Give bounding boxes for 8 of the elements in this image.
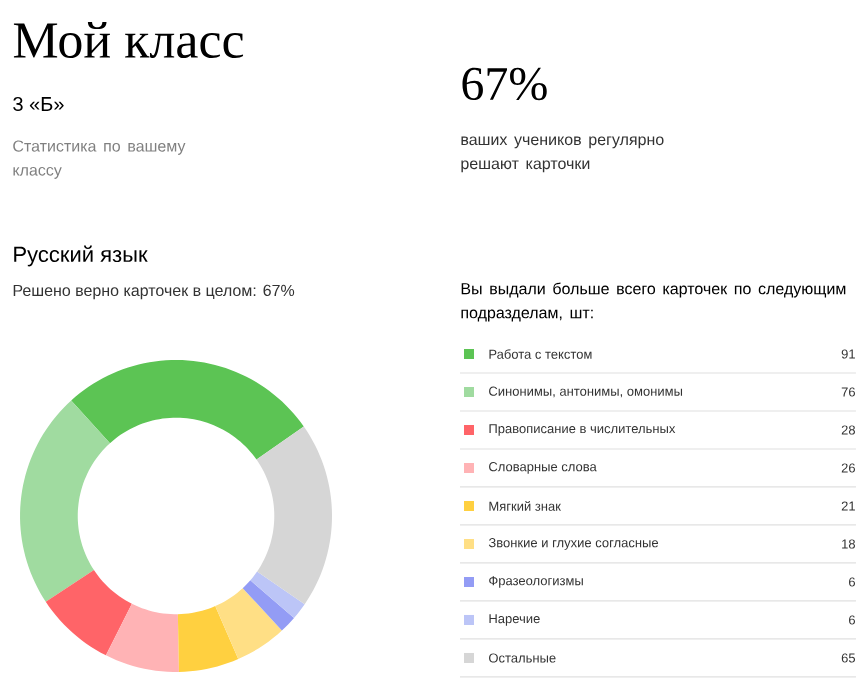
text: Решено верно карточек в целом: 67% [13,284,295,300]
text: 67% [462,67,547,101]
text: Статистика по вашему классу [13,140,186,179]
chart-subtitle: 3 «Б» [13,96,64,112]
chart-title: Мой класс [13,21,244,59]
legend-title: Вы выдали больше всего карточек по следующим подразделам, шт: [461,282,846,322]
text: Русский язык [14,245,148,267]
text: ваших учеников регулярно решают карточки [461,136,664,173]
